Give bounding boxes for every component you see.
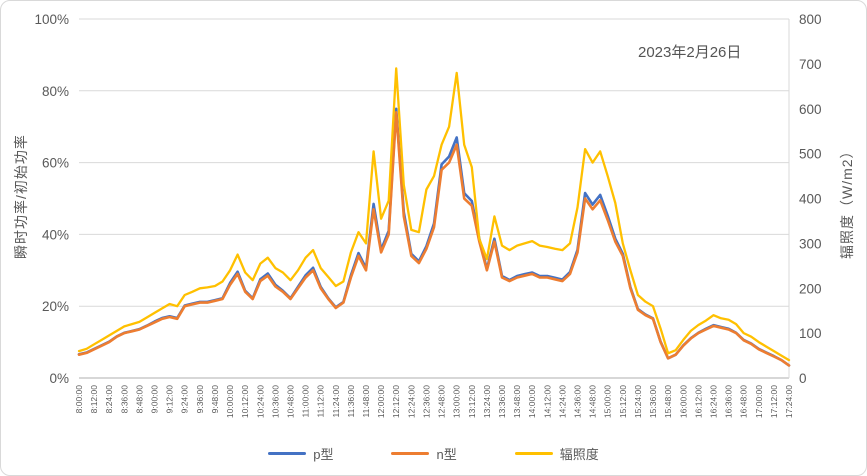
- x-axis-tick-label: 17:12:00: [769, 385, 779, 418]
- x-axis-tick-label: 15:24:00: [633, 385, 643, 418]
- left-axis-tick-label: 80%: [42, 84, 69, 99]
- right-axis-tick-label: 700: [799, 57, 822, 72]
- x-axis-tick-label: 8:12:00: [89, 385, 99, 414]
- right-axis-tick-label: 400: [799, 192, 822, 207]
- irradiance-series-line: [77, 67, 791, 362]
- x-axis-tick-label: 12:48:00: [437, 385, 447, 418]
- x-axis-tick-label: 11:36:00: [346, 385, 356, 418]
- x-axis-tick-label: 14:24:00: [557, 385, 567, 418]
- x-axis-tick-label: 16:48:00: [739, 385, 749, 418]
- x-axis-tick-label: 10:00:00: [225, 385, 235, 418]
- x-axis-tick-label: 15:00:00: [603, 385, 613, 418]
- x-axis-tick-label: 9:36:00: [195, 385, 205, 414]
- x-axis-tick-label: 12:00:00: [376, 385, 386, 418]
- legend-label-p: p型: [313, 447, 334, 462]
- x-axis-tick-label: 14:36:00: [573, 385, 583, 418]
- left-axis-tick-label: 60%: [42, 156, 69, 171]
- x-axis-tick-label: 13:24:00: [482, 385, 492, 418]
- p-series-line: [77, 107, 791, 367]
- x-axis-tick-label: 9:00:00: [150, 385, 160, 414]
- x-axis-tick-label: 16:24:00: [708, 385, 718, 418]
- right-axis-title: 辐照度（W/m2）: [839, 143, 855, 259]
- x-axis-tick-label: 16:12:00: [693, 385, 703, 418]
- right-axis-tick-label: 600: [799, 102, 822, 117]
- x-axis-tick-label: 14:00:00: [527, 385, 537, 418]
- x-axis-tick-label: 16:36:00: [724, 385, 734, 418]
- x-axis-tick-label: 17:00:00: [754, 385, 764, 418]
- x-axis-tick-label: 14:12:00: [542, 385, 552, 418]
- x-axis-tick-label: 8:36:00: [119, 385, 129, 414]
- x-axis-tick-label: 15:36:00: [648, 385, 658, 418]
- right-axis-tick-label: 300: [799, 236, 822, 251]
- right-axis-tick-label: 200: [799, 281, 822, 296]
- x-axis-tick-label: 12:12:00: [391, 385, 401, 418]
- right-axis-tick-label: 100: [799, 326, 822, 341]
- legend-item-irradiance[interactable]: 辐照度: [514, 444, 599, 463]
- x-axis-tick-label: 12:36:00: [421, 385, 431, 418]
- left-axis-tick-label: 100%: [34, 12, 69, 27]
- x-axis-tick-label: 8:00:00: [74, 385, 84, 414]
- x-axis-tick-label: 9:24:00: [180, 385, 190, 414]
- n-series-line: [77, 111, 791, 367]
- date-annotation: 2023年2月26日: [638, 44, 742, 61]
- x-axis-tick-label: 11:24:00: [331, 385, 341, 418]
- x-axis-tick-label: 11:00:00: [301, 385, 311, 418]
- left-axis-title: 瞬时功率/初始功率: [13, 134, 29, 259]
- x-axis-tick-label: 15:48:00: [663, 385, 673, 418]
- x-axis-tick-label: 17:24:00: [784, 385, 794, 418]
- left-axis-tick-label: 0%: [49, 371, 69, 386]
- x-axis-tick-label: 9:48:00: [210, 385, 220, 414]
- x-axis-tick-label: 10:24:00: [255, 385, 265, 418]
- legend: p型 n型 辐照度: [1, 444, 866, 463]
- x-axis-tick-label: 12:24:00: [406, 385, 416, 418]
- x-axis-tick-label: 8:24:00: [104, 385, 114, 414]
- x-axis-tick-label: 13:48:00: [512, 385, 522, 418]
- p-series-legend-marker: [268, 452, 307, 455]
- irradiance-series-legend-marker: [514, 452, 553, 455]
- x-axis-tick-label: 10:36:00: [270, 385, 280, 418]
- x-axis-tick-label: 11:48:00: [361, 385, 371, 418]
- legend-label-irradiance: 辐照度: [559, 447, 599, 462]
- x-axis-tick-label: 9:12:00: [165, 385, 175, 414]
- x-axis-tick-label: 8:48:00: [134, 385, 144, 414]
- x-axis-tick-label: 10:12:00: [240, 385, 250, 418]
- x-axis-tick-label: 13:00:00: [452, 385, 462, 418]
- x-axis-tick-label: 10:48:00: [285, 385, 295, 418]
- x-axis-tick-label: 13:12:00: [467, 385, 477, 418]
- n-series-legend-marker: [391, 452, 430, 455]
- right-axis-tick-label: 0: [799, 371, 807, 386]
- x-axis-tick-label: 13:36:00: [497, 385, 507, 418]
- x-axis-tick-label: 16:00:00: [678, 385, 688, 418]
- right-axis-tick-label: 500: [799, 147, 822, 162]
- left-axis-tick-label: 40%: [42, 227, 69, 242]
- legend-label-n: n型: [436, 447, 457, 462]
- legend-item-p[interactable]: p型: [268, 444, 333, 463]
- right-axis-tick-label: 800: [799, 12, 822, 27]
- legend-item-n[interactable]: n型: [391, 444, 457, 463]
- x-axis-tick-label: 14:48:00: [588, 385, 598, 418]
- x-axis-tick-label: 11:12:00: [316, 385, 326, 418]
- x-axis-tick-label: 15:12:00: [618, 385, 628, 418]
- left-axis-tick-label: 20%: [42, 299, 69, 314]
